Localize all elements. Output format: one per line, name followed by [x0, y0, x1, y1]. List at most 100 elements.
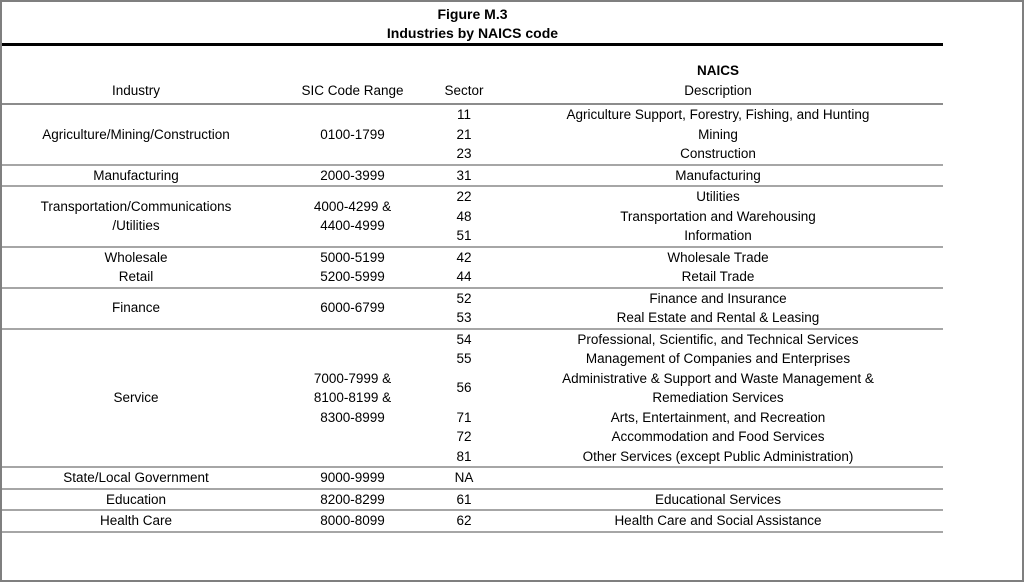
text-line: Information	[684, 228, 752, 243]
naics-description: Utilities	[493, 187, 943, 207]
naics-rows: 61 Educational Services	[435, 490, 943, 510]
text-line: Retail	[118, 269, 154, 284]
header-description: Description	[684, 83, 752, 98]
text-line: Finance and Insurance	[649, 290, 787, 306]
sic-range-cell: 4000-4299 & 4400-4999	[270, 187, 435, 246]
naics-rows: 31 Manufacturing	[435, 166, 943, 186]
sic-range-cell: 5200-5999	[270, 267, 435, 287]
sector-code: 54	[456, 331, 472, 347]
title-rule	[2, 43, 943, 46]
industry-group-entry: State/Local Government 9000-9999 NA	[2, 468, 943, 488]
industry-group-entry: Retail 5200-5999 44 Retail Trade	[2, 267, 943, 287]
header-sector: Sector	[444, 83, 484, 98]
naics-description: Wholesale Trade	[493, 248, 943, 268]
table-header-row: Industry SIC Code Range Sector NAICS Des…	[2, 46, 943, 105]
text-line: Remediation Services	[652, 390, 784, 405]
naics-rows: 54 Professional, Scientific, and Technica…	[435, 330, 943, 467]
text-line: Wholesale Trade	[667, 249, 769, 265]
naics-description: Management of Companies and Enterprises	[493, 349, 943, 369]
naics-description: Retail Trade	[493, 267, 943, 287]
sector-code: 62	[456, 513, 472, 528]
sector-code: NA	[454, 470, 474, 485]
text-line: Utilities	[696, 189, 740, 204]
industry-group: Service 7000-7999 & 8100-8199 & 8300-8999 54…	[2, 330, 943, 468]
text-line: Manufacturing	[93, 167, 179, 183]
naics-row: 81 Other Services (except Public Administ…	[435, 447, 943, 467]
naics-description: Accommodation and Food Services	[493, 427, 943, 447]
text-line: Retail Trade	[681, 269, 755, 284]
naics-description: Construction	[493, 144, 943, 164]
text-line: Real Estate and Rental & Leasing	[616, 310, 820, 325]
sector-code: 44	[456, 269, 472, 284]
text-line: 5200-5999	[320, 269, 385, 284]
text-line: Arts, Entertainment, and Recreation	[610, 409, 826, 425]
naics-rows: 52 Finance and Insurance 53 Real Estate and…	[435, 289, 943, 328]
naics-description: Agriculture Support, Forestry, Fishing, …	[493, 105, 943, 125]
sic-range-cell: 9000-9999	[270, 468, 435, 488]
industry-group-entry: Education 8200-8299 61 Educational Services	[2, 490, 943, 510]
text-line: Administrative & Support and Waste Manag…	[562, 370, 874, 386]
sic-range-cell: 7000-7999 & 8100-8199 & 8300-8999	[270, 330, 435, 467]
naics-row: 53 Real Estate and Rental & Leasing	[435, 308, 943, 328]
industry-group: Health Care 8000-8099 62 Health Care and So…	[2, 511, 943, 533]
text-line: Construction	[680, 146, 756, 161]
sector-code: 22	[456, 189, 472, 204]
naics-row: 23 Construction	[435, 144, 943, 164]
text-line: Service	[113, 390, 159, 405]
naics-row: 48 Transportation and Warehousing	[435, 207, 943, 227]
naics-rows: 11 Agriculture Support, Forestry, Fishing…	[435, 105, 943, 164]
industry-cell: Education	[2, 490, 270, 510]
naics-row: 21 Mining	[435, 125, 943, 145]
naics-description: Health Care and Social Assistance	[493, 511, 943, 531]
sector-code: 53	[456, 310, 472, 325]
text-line: 2000-3999	[320, 167, 385, 183]
industry-group-entry: Manufacturing 2000-3999 31 Manufacturing	[2, 166, 943, 186]
sic-range-cell: 6000-6799	[270, 289, 435, 328]
naics-rows: 22 Utilities 48 Transportation and Warehous…	[435, 187, 943, 246]
text-line: Education	[105, 491, 167, 507]
naics-description: Mining	[493, 125, 943, 145]
text-line: 8000-8099	[320, 513, 385, 528]
industry-group-entry: Finance 6000-6799 52 Finance and Insurance 5…	[2, 289, 943, 328]
text-line: Professional, Scientific, and Technical …	[577, 331, 859, 347]
naics-row: 11 Agriculture Support, Forestry, Fishing…	[435, 105, 943, 125]
text-line: Educational Services	[654, 491, 782, 507]
header-naics-description: NAICS Description	[493, 60, 943, 103]
industry-cell: Transportation/Communications/Utilities	[2, 187, 270, 246]
naics-description: Transportation and Warehousing	[493, 207, 943, 227]
industry-group-entry: Service 7000-7999 & 8100-8199 & 8300-8999 54…	[2, 330, 943, 467]
figure-title: Figure M.3 Industries by NAICS code	[2, 2, 943, 43]
naics-row: 54 Professional, Scientific, and Technica…	[435, 330, 943, 350]
sic-range-cell: 8200-8299	[270, 490, 435, 510]
industry-cell: State/Local Government	[2, 468, 270, 488]
sic-range-cell: 8000-8099	[270, 511, 435, 531]
naics-row: 56 Administrative & Support and Waste Man…	[435, 369, 943, 408]
naics-row: 72 Accommodation and Food Services	[435, 427, 943, 447]
naics-rows: 62 Health Care and Social Assistance	[435, 511, 943, 531]
sector-code: 61	[456, 491, 472, 507]
naics-description: Administrative & Support and Waste Manag…	[493, 369, 943, 408]
naics-row: 44 Retail Trade	[435, 267, 943, 287]
industry-cell: Service	[2, 330, 270, 467]
text-line: Wholesale	[104, 249, 168, 265]
text-line: Agriculture Support, Forestry, Fishing, …	[566, 107, 870, 122]
naics-row: 31 Manufacturing	[435, 166, 943, 186]
text-line: Management of Companies and Enterprises	[585, 351, 851, 366]
text-line: 8300-8999	[320, 409, 385, 425]
sector-code: 72	[456, 429, 472, 444]
figure-number: Figure M.3	[437, 6, 508, 22]
sector-code: 81	[456, 448, 472, 464]
industry-group: Agriculture/Mining/Construction 0100-1799…	[2, 105, 943, 166]
text-line: Other Services (except Public Administra…	[582, 448, 854, 464]
naics-description	[493, 468, 943, 488]
sector-code: 52	[456, 290, 472, 306]
text-line: /Utilities	[112, 218, 160, 234]
industry-group: Transportation/Communications/Utilities 4…	[2, 187, 943, 248]
text-line: Transportation and Warehousing	[620, 208, 816, 224]
sector-code: 55	[456, 351, 472, 366]
industry-group: Manufacturing 2000-3999 31 Manufacturing	[2, 166, 943, 187]
naics-description: Finance and Insurance	[493, 289, 943, 309]
naics-rows: NA	[435, 468, 943, 488]
text-line: Accommodation and Food Services	[611, 429, 825, 444]
